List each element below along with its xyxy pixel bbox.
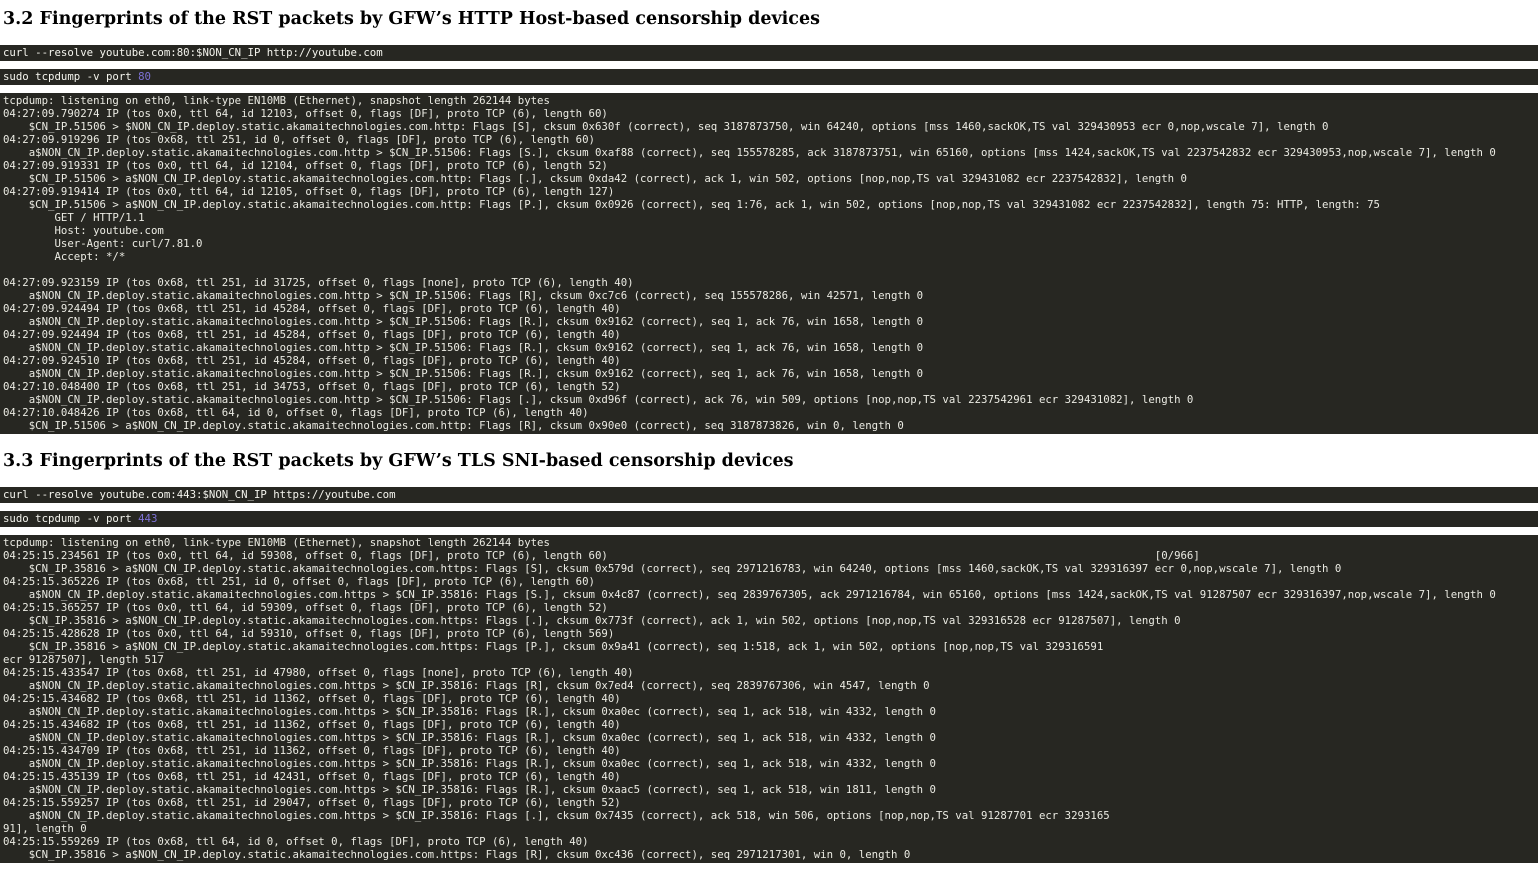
tcpdump-output-tls: tcpdump: listening on eth0, link-type EN… [0, 535, 1538, 863]
curl-command-text: curl --resolve youtube.com:80:$NON_CN_IP… [3, 46, 383, 59]
tcpdump-command-bar-http: sudo tcpdump -v port 80 [0, 69, 1538, 85]
section-heading-http: 3.2 Fingerprints of the RST packets by G… [3, 9, 820, 29]
section-http-host-censorship: 3.2 Fingerprints of the RST packets by G… [0, 8, 1538, 434]
curl-command-text: curl --resolve youtube.com:443:$NON_CN_I… [3, 488, 396, 501]
port-number-80: 80 [138, 70, 151, 83]
tcpdump-output-http: tcpdump: listening on eth0, link-type EN… [0, 93, 1538, 434]
tcpdump-command-text: sudo tcpdump -v port [3, 512, 139, 525]
curl-command-bar-http: curl --resolve youtube.com:80:$NON_CN_IP… [0, 45, 1538, 61]
section-heading-tls: 3.3 Fingerprints of the RST packets by G… [3, 451, 794, 471]
curl-command-bar-tls: curl --resolve youtube.com:443:$NON_CN_I… [0, 487, 1538, 503]
port-number-443: 443 [138, 512, 158, 525]
section-tls-sni-censorship: 3.3 Fingerprints of the RST packets by G… [0, 450, 1538, 863]
tcpdump-command-bar-tls: sudo tcpdump -v port 443 [0, 511, 1538, 527]
tcpdump-command-text: sudo tcpdump -v port [3, 70, 139, 83]
